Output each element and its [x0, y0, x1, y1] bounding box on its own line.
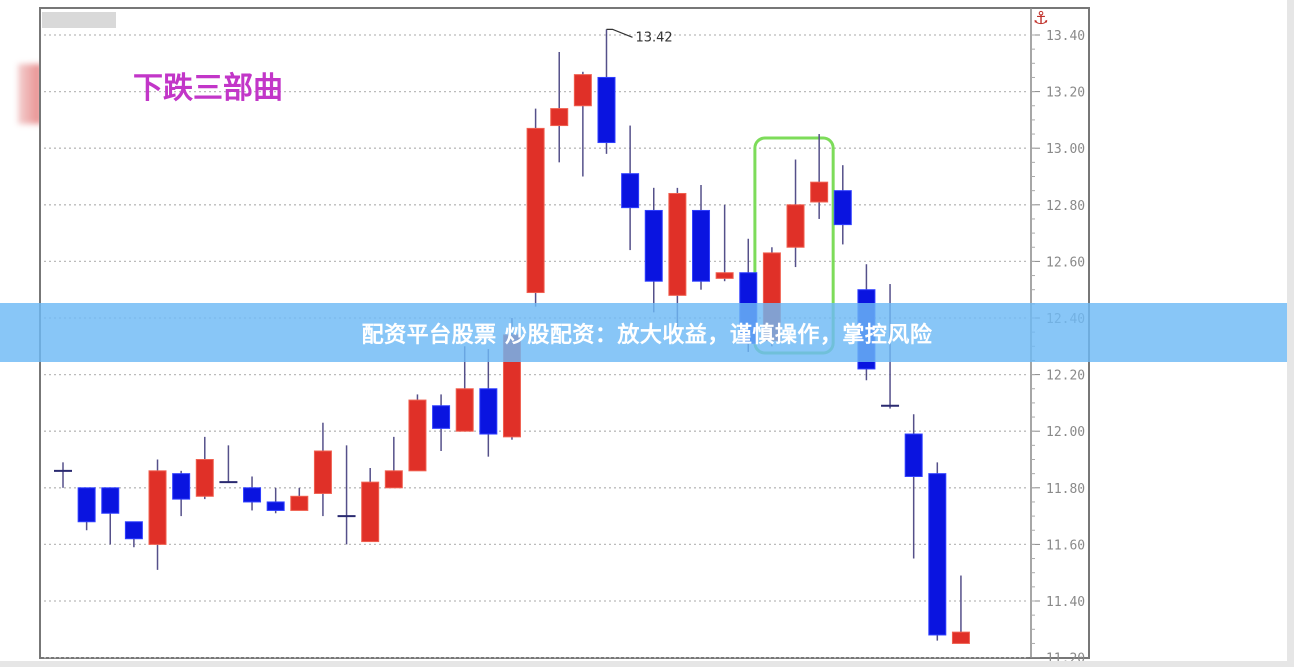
- candle: [172, 470, 191, 517]
- candle: [432, 394, 451, 452]
- scrollbar-track[interactable]: [1287, 0, 1294, 667]
- candle: [928, 462, 947, 641]
- y-tick-label: 13.00: [1046, 142, 1085, 157]
- candle: [644, 187, 663, 313]
- candle-body: [904, 433, 923, 477]
- candle-body: [290, 495, 309, 511]
- candle: [384, 436, 403, 489]
- candle-body: [455, 388, 474, 432]
- candle-body: [810, 181, 829, 203]
- y-tick-label: 12.80: [1046, 199, 1085, 214]
- candle: [243, 476, 262, 511]
- candle: [715, 204, 734, 282]
- candle-body: [833, 190, 852, 226]
- page-bottom-border: [0, 661, 1294, 667]
- candle-body: [408, 399, 427, 472]
- candle-body: [715, 272, 734, 279]
- candle: [124, 521, 143, 548]
- candle-body: [479, 388, 498, 435]
- candle-body: [692, 209, 711, 282]
- candle: [195, 436, 214, 500]
- blurred-side-image: [18, 64, 42, 124]
- candle: [77, 487, 96, 531]
- candle: [526, 108, 545, 307]
- candle: [550, 51, 569, 163]
- candle-body: [786, 204, 805, 248]
- y-tick-label: 13.40: [1046, 29, 1085, 44]
- grid-lines: [44, 34, 1029, 659]
- candle: [408, 394, 427, 472]
- candle-body: [266, 501, 285, 511]
- y-tick-label: 11.40: [1046, 595, 1085, 610]
- high-annotation: 13.42: [606, 28, 673, 45]
- candle: [833, 165, 852, 245]
- candle-body: [243, 487, 262, 503]
- candle-body: [384, 470, 403, 489]
- candle-body: [928, 473, 947, 636]
- candle: [54, 462, 72, 488]
- candle: [904, 414, 923, 559]
- candle: [219, 445, 238, 484]
- candle: [786, 159, 805, 268]
- y-tick-label: 11.60: [1046, 538, 1085, 553]
- candle-body: [195, 459, 214, 497]
- candle: [621, 125, 640, 251]
- candle-body: [148, 470, 167, 545]
- candle: [337, 445, 356, 545]
- candle-body: [621, 173, 640, 209]
- candle: [597, 29, 616, 154]
- candle: [951, 575, 970, 644]
- anchor-icon: ⚓: [1033, 8, 1049, 29]
- annotation-leader-line: [606, 28, 633, 38]
- y-tick-label: 12.00: [1046, 425, 1085, 440]
- overlay-banner[interactable]: 配资平台股票 炒股配资：放大收益，谨慎操作，掌控风险: [0, 303, 1294, 362]
- y-tick-label: 12.60: [1046, 255, 1085, 270]
- candle: [361, 467, 380, 543]
- candle-body: [644, 209, 663, 282]
- candle: [313, 422, 332, 517]
- candle-body: [668, 192, 687, 296]
- candle: [573, 71, 592, 177]
- y-tick-label: 13.20: [1046, 86, 1085, 101]
- candle-body: [550, 108, 569, 127]
- candle: [266, 487, 285, 514]
- candle-body: [172, 473, 191, 500]
- annotation-label: 13.42: [635, 30, 672, 45]
- y-tick-label: 11.80: [1046, 482, 1085, 497]
- candle-body: [313, 450, 332, 494]
- candle-body: [432, 405, 451, 429]
- banner-text: 配资平台股票 炒股配资：放大收益，谨慎操作，掌控风险: [361, 322, 933, 348]
- candle-body: [77, 487, 96, 523]
- candle-body: [101, 487, 120, 514]
- candle: [101, 487, 120, 545]
- candle-body: [573, 74, 592, 107]
- candle: [148, 459, 167, 570]
- candle: [290, 487, 309, 511]
- candle-body: [361, 481, 380, 543]
- candle-body: [526, 127, 545, 294]
- blurred-logo: [42, 12, 116, 28]
- candle: [479, 349, 498, 457]
- candle-body: [597, 76, 616, 144]
- chart-title: 下跌三部曲: [133, 71, 283, 106]
- candle-body: [951, 631, 970, 644]
- y-tick-label: 12.20: [1046, 369, 1085, 384]
- candle: [810, 134, 829, 219]
- candle: [692, 184, 711, 290]
- candle-body: [124, 521, 143, 540]
